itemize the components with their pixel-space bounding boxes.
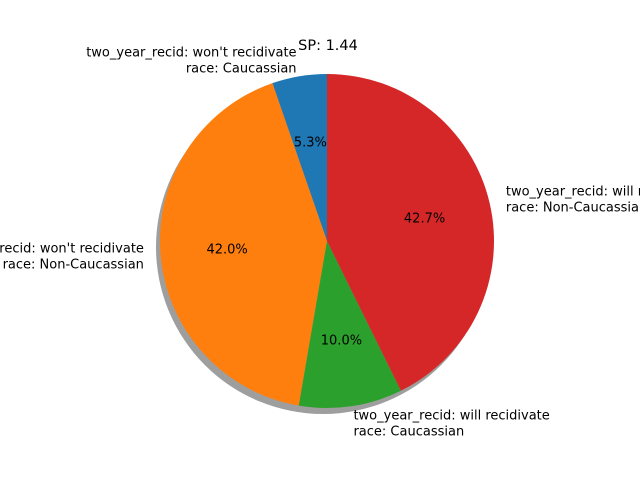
slice-label: two_year_recid: won't recidivate race: Ca… bbox=[86, 45, 296, 76]
pie-slice bbox=[327, 74, 494, 391]
slice-label-line: race: Non-Caucassian bbox=[3, 257, 144, 272]
pie-slice bbox=[272, 74, 327, 241]
pie-slice-labels: two_year_recid: won't recidivate race: Ca… bbox=[0, 45, 640, 439]
chart-title: SP: 1.44 bbox=[298, 38, 358, 54]
pie-slices bbox=[159, 74, 494, 409]
slice-label-line: race: Caucassian bbox=[353, 424, 464, 439]
slice-percent-label: 42.0% bbox=[206, 243, 247, 258]
slice-label: two_year_recid: will recidivate race: Cau… bbox=[353, 408, 549, 439]
slice-label-line: race: Caucassian bbox=[186, 61, 297, 76]
slice-label-line: two_year_recid: won't recidivate bbox=[0, 241, 144, 256]
slice-label-line: two_year_recid: will recidivate bbox=[506, 185, 640, 200]
slice-percent-label: 10.0% bbox=[321, 334, 362, 349]
slice-label-line: two_year_recid: won't recidivate bbox=[86, 45, 296, 60]
slice-label-line: race: Non-Caucassian bbox=[506, 201, 640, 216]
pie-slice bbox=[159, 83, 327, 406]
pie-percent-labels: 5.3% 42.0% 10.0% 42.7% bbox=[206, 136, 445, 349]
pie-slice bbox=[298, 241, 401, 409]
slice-label-line: two_year_recid: will recidivate bbox=[353, 408, 549, 423]
slice-percent-label: 5.3% bbox=[294, 136, 327, 151]
slice-percent-label: 42.7% bbox=[404, 212, 445, 227]
